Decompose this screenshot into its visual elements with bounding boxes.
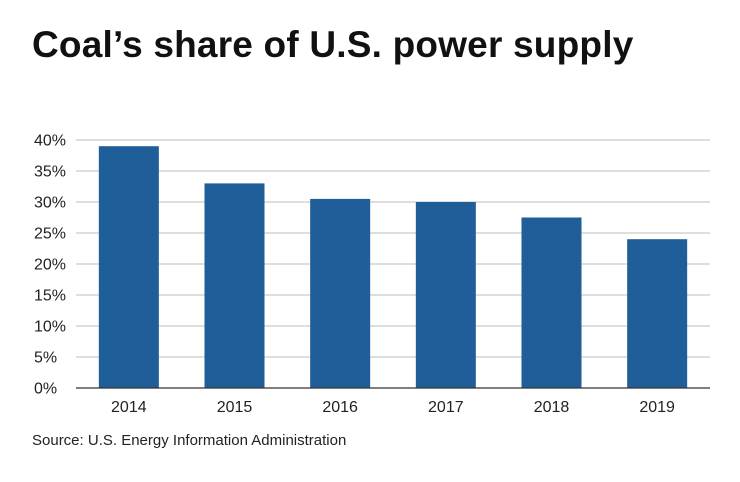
x-tick-label: 2019: [639, 399, 675, 416]
y-tick-label: 40%: [34, 133, 66, 150]
x-tick-label: 2018: [534, 399, 570, 416]
bar-2014: [98, 146, 159, 388]
gridlines: [76, 139, 710, 358]
x-tick-label: 2017: [428, 399, 464, 416]
bars: [98, 146, 688, 388]
y-tick-label: 5%: [34, 350, 57, 367]
y-tick-label: 25%: [34, 226, 66, 243]
chart-title: Coal’s share of U.S. power supply: [32, 24, 634, 65]
x-axis-ticks: 2014 2015 2016 2017 2018 2019: [111, 399, 675, 416]
x-tick-label: 2016: [322, 399, 358, 416]
y-tick-label: 10%: [34, 319, 66, 336]
y-tick-label: 30%: [34, 195, 66, 212]
bar-2016: [310, 198, 371, 388]
x-tick-label: 2014: [111, 399, 147, 416]
bar-2019: [627, 239, 688, 388]
y-tick-label: 0%: [34, 381, 57, 398]
source-note: Source: U.S. Energy Information Administ…: [32, 432, 347, 449]
x-tick-label: 2015: [217, 399, 253, 416]
y-tick-label: 15%: [34, 288, 66, 305]
y-tick-label: 35%: [34, 164, 66, 181]
y-axis-ticks: 0% 5% 10% 15% 20% 25% 30% 35% 40%: [34, 133, 66, 398]
bar-2018: [521, 217, 582, 388]
y-tick-label: 20%: [34, 257, 66, 274]
bar-2017: [415, 202, 476, 388]
bar-2015: [204, 183, 265, 388]
